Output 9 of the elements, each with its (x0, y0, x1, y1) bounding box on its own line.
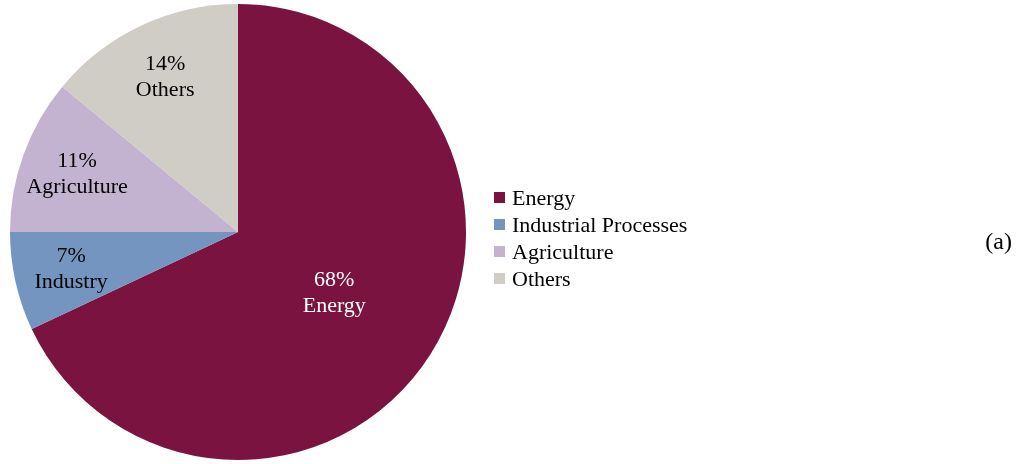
data-label: 68% Energy (302, 265, 366, 317)
data-label: 14% Others (135, 50, 195, 102)
legend-label: Others (512, 265, 571, 292)
legend-label: Agriculture (512, 238, 614, 265)
data-label: 7% Industry (34, 242, 108, 294)
legend-label: Energy (512, 184, 576, 211)
data-label: 11% Agriculture (26, 146, 128, 198)
text: (a) (985, 228, 1012, 255)
legend-label: Industrial Processes (512, 211, 688, 238)
